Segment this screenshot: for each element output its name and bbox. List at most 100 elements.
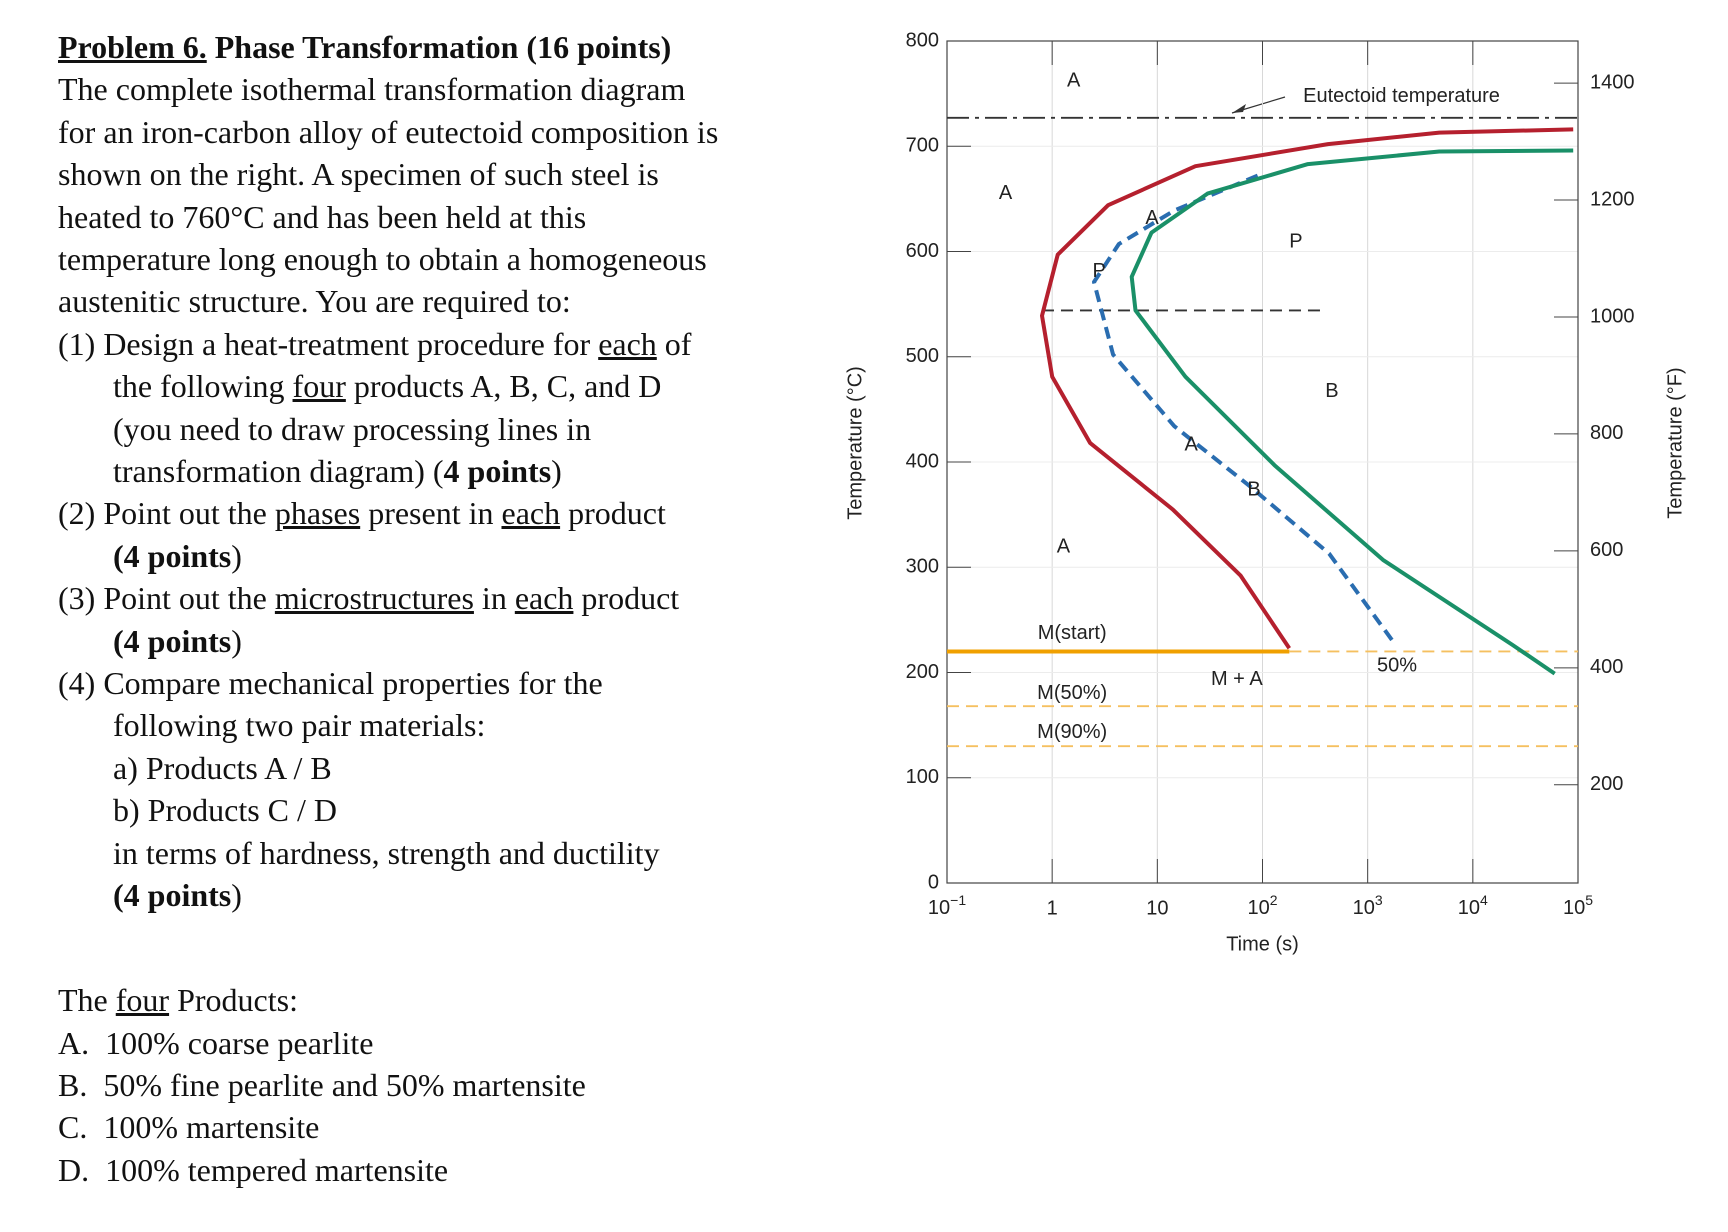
transformation-curve bbox=[1129, 148, 1574, 676]
text-line: (3) Point out the microstructures in eac… bbox=[58, 578, 679, 618]
text-segment: of bbox=[656, 325, 692, 362]
y-tick-label: 300 bbox=[906, 556, 939, 578]
text-segment: ) bbox=[231, 877, 242, 913]
y-tick-label: 400 bbox=[906, 450, 939, 472]
text-line: in terms of hardness, strength and ducti… bbox=[113, 833, 660, 873]
y2-tick-label: 600 bbox=[1590, 539, 1623, 561]
text-segment: four bbox=[292, 368, 346, 405]
product-line: C. 100% martensite bbox=[58, 1109, 320, 1146]
text-line: austenitic structure. You are required t… bbox=[58, 281, 571, 321]
text-segment: 4 points bbox=[443, 453, 552, 489]
region-label: P bbox=[1289, 230, 1302, 252]
x-tick-exponent: 4 bbox=[1480, 892, 1488, 908]
text-line: temperature long enough to obtain a homo… bbox=[58, 239, 707, 279]
x-tick-label: 103 bbox=[1353, 892, 1383, 920]
y-tick-label: 600 bbox=[906, 240, 939, 262]
text-segment: each bbox=[598, 325, 657, 362]
x-tick-base: 10 bbox=[1353, 897, 1375, 919]
x-tick-label: 10−1 bbox=[928, 892, 966, 920]
y-tick-label: 800 bbox=[906, 29, 939, 51]
arrow-head bbox=[1232, 104, 1246, 113]
text-segment: The complete isothermal transformation d… bbox=[58, 71, 686, 108]
text-segment: microstructures bbox=[274, 580, 474, 617]
y2-tick-label: 1000 bbox=[1590, 305, 1635, 327]
text-segment: (4 points bbox=[113, 877, 232, 913]
text-segment: a) Products A / B bbox=[113, 749, 332, 786]
text-segment: product bbox=[573, 580, 680, 617]
region-label: M + A bbox=[1211, 668, 1263, 690]
x-axis-label: Time (s) bbox=[1226, 933, 1299, 955]
region-label: B bbox=[1247, 479, 1260, 501]
text-line: transformation diagram) (4 points) bbox=[113, 451, 562, 491]
x-tick-base: 10 bbox=[1563, 897, 1585, 919]
text-line: b) Products C / D bbox=[113, 790, 337, 830]
text-line: heated to 760°C and has been held at thi… bbox=[58, 197, 586, 237]
problem-text: Problem 6. Phase Transformation (16 poin… bbox=[0, 0, 860, 1232]
x-tick-label: 105 bbox=[1563, 892, 1593, 920]
text-segment: (2) Point out the bbox=[58, 495, 275, 532]
text-segment: (3) Point out the bbox=[58, 580, 275, 617]
x-tick-exponent: −1 bbox=[950, 892, 966, 908]
plot-frame bbox=[946, 40, 1579, 884]
text-segment: (4 points bbox=[113, 537, 232, 574]
region-label: A bbox=[999, 182, 1013, 204]
transformation-curve bbox=[1092, 171, 1394, 642]
text-segment: (4 points bbox=[113, 622, 232, 659]
x-tick-base: 10 bbox=[1247, 897, 1269, 919]
transformation-curve bbox=[1040, 127, 1574, 650]
text-segment: in terms of hardness, strength and ducti… bbox=[113, 834, 660, 871]
products-heading: The four Products: bbox=[58, 980, 298, 1020]
y-tick-label: 500 bbox=[906, 345, 939, 367]
y-axis-label: Temperature (°C) bbox=[844, 366, 866, 520]
text-segment: austenitic structure. You are required t… bbox=[58, 283, 571, 320]
y2-tick-label: 1200 bbox=[1590, 188, 1635, 210]
text-line: the following four products A, B, C, and… bbox=[113, 366, 661, 406]
y2-tick-label: 200 bbox=[1590, 773, 1623, 795]
text-segment: the following bbox=[113, 368, 293, 405]
y2-tick-label: 400 bbox=[1590, 656, 1623, 678]
text-segment: (you need to draw processing lines in bbox=[113, 410, 592, 447]
text-segment: following two pair materials: bbox=[113, 707, 486, 744]
text-line: (1) Design a heat-treatment procedure fo… bbox=[58, 324, 691, 364]
heading: Problem 6. Phase Transformation (16 poin… bbox=[58, 27, 671, 67]
x-tick-label: 102 bbox=[1247, 892, 1277, 920]
text-line: for an iron-carbon alloy of eutectoid co… bbox=[58, 112, 718, 152]
text-segment: ) bbox=[231, 622, 242, 659]
text-line: (4 points) bbox=[113, 621, 242, 661]
product-line: B. 50% fine pearlite and 50% martensite bbox=[58, 1067, 586, 1103]
text-line: The complete isothermal transformation d… bbox=[58, 69, 685, 109]
text-segment: b) Products C / D bbox=[113, 792, 337, 829]
x-tick-label: 104 bbox=[1458, 892, 1488, 920]
y2-axis-label: Temperature (°F) bbox=[1664, 367, 1686, 518]
region-label: P bbox=[1093, 260, 1106, 282]
text-segment: heated to 760°C and has been held at thi… bbox=[58, 198, 587, 235]
y-tick-label: 0 bbox=[928, 871, 939, 893]
y2-tick-label: 1400 bbox=[1590, 71, 1635, 93]
text-segment: ) bbox=[551, 453, 562, 489]
region-label: A bbox=[1185, 433, 1199, 455]
text-segment: for an iron-carbon alloy of eutectoid co… bbox=[58, 113, 719, 150]
region-label: A bbox=[1067, 69, 1081, 91]
region-label: Eutectoid temperature bbox=[1303, 85, 1500, 107]
text-segment: each bbox=[501, 495, 561, 532]
product-line: D. 100% tempered martensite bbox=[58, 1151, 449, 1188]
text-line: a) Products A / B bbox=[113, 748, 332, 788]
x-tick-exponent: 3 bbox=[1375, 892, 1383, 908]
text-segment: present in bbox=[360, 495, 502, 532]
text-line: (you need to draw processing lines in bbox=[113, 409, 591, 449]
text-segment: product bbox=[560, 495, 666, 532]
region-label: M(start) bbox=[1038, 622, 1107, 644]
text-segment: temperature long enough to obtain a homo… bbox=[58, 241, 707, 277]
region-label: M(50%) bbox=[1037, 682, 1107, 704]
region-label: B bbox=[1325, 380, 1338, 402]
text-segment: in bbox=[473, 580, 515, 617]
region-label: A bbox=[1145, 207, 1159, 229]
problem-label: Problem 6. bbox=[58, 29, 207, 65]
text-segment: each bbox=[514, 580, 574, 617]
x-tick-base: 10 bbox=[1458, 897, 1480, 919]
text-segment: four bbox=[115, 982, 170, 1019]
text-line: (4 points) bbox=[113, 875, 242, 915]
x-tick-exponent: 2 bbox=[1270, 892, 1278, 908]
